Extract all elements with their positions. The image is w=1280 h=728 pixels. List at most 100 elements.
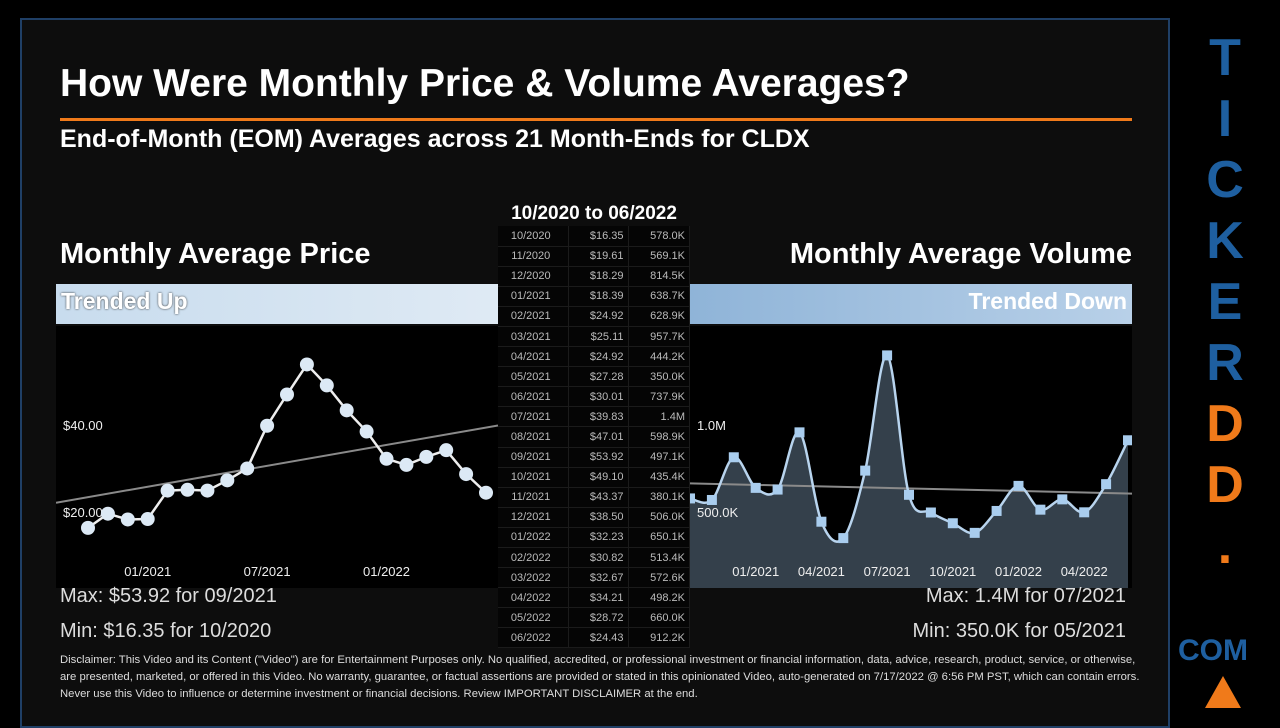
logo-letter: I [1217, 90, 1233, 148]
table-row: 10/2020 $16.35 578.0K [498, 226, 690, 247]
table-row: 10/2021 $49.10 435.4K [498, 467, 690, 488]
data-point [419, 449, 434, 464]
volume-heading: Monthly Average Volume [789, 238, 1132, 270]
cell-volume: 814.5K [628, 266, 690, 287]
cell-volume: 598.9K [628, 426, 690, 448]
table-row: 05/2022 $28.72 660.0K [498, 607, 690, 629]
x-tick-label: 04/2022 [1061, 564, 1108, 579]
data-point [750, 482, 761, 493]
page-subtitle: End-of-Month (EOM) Averages across 21 Mo… [60, 125, 810, 153]
data-point [459, 467, 474, 482]
table-row: 11/2021 $43.37 380.1K [498, 487, 690, 508]
data-point [299, 357, 314, 372]
cell-month: 10/2021 [498, 467, 569, 488]
data-point [120, 512, 135, 527]
table-row: 03/2022 $32.67 572.6K [498, 567, 690, 589]
price-chart: $20.00 $40.00 01/2021 07/2021 01/2022 [56, 326, 498, 588]
cell-volume: 497.1K [628, 447, 690, 468]
cell-volume: 435.4K [628, 467, 690, 488]
title-divider [60, 118, 1132, 121]
y-tick-label: $20.00 [63, 505, 103, 520]
cell-volume: 569.1K [628, 246, 690, 267]
table-row: 08/2021 $47.01 598.9K [498, 426, 690, 448]
cell-month: 11/2021 [498, 487, 569, 508]
data-point [1035, 504, 1046, 515]
cell-month: 06/2022 [498, 627, 569, 649]
volume-trend-label: Trended Down [968, 288, 1127, 314]
cell-month: 05/2021 [498, 366, 569, 388]
cell-month: 03/2022 [498, 567, 569, 589]
data-point [969, 527, 980, 538]
table-row: 01/2022 $32.23 650.1K [498, 527, 690, 549]
volume-min: Min: 350.0K for 05/2021 [912, 620, 1126, 642]
data-point [838, 533, 849, 544]
logo-letter: D [1206, 456, 1244, 514]
volume-max: Max: 1.4M for 07/2021 [925, 585, 1126, 607]
price-trend-label: Trended Up [61, 288, 188, 314]
data-point [100, 506, 115, 521]
cell-price: $16.35 [568, 226, 629, 247]
y-tick-label: 1.0M [697, 418, 726, 433]
cell-volume: 350.0K [628, 366, 690, 388]
series-line [690, 354, 1130, 543]
cell-volume: 957.7K [628, 326, 690, 348]
cell-month: 04/2021 [498, 346, 569, 368]
cell-price: $43.37 [568, 487, 629, 508]
x-tick-label: 01/2021 [124, 564, 171, 579]
data-point [379, 451, 394, 466]
trend-line [56, 424, 498, 504]
x-tick-label: 10/2021 [929, 564, 976, 579]
logo-letter: C [1206, 151, 1244, 209]
x-tick-label: 01/2021 [732, 564, 779, 579]
logo-com: COM [1178, 634, 1248, 667]
table-row: 02/2022 $30.82 513.4K [498, 547, 690, 569]
cell-volume: 628.9K [628, 306, 690, 327]
table-row: 05/2021 $27.28 350.0K [498, 366, 690, 388]
cell-month: 06/2021 [498, 386, 569, 408]
data-point [1013, 480, 1024, 491]
cell-price: $19.61 [568, 246, 629, 267]
page-title: How Were Monthly Price & Volume Averages… [60, 62, 910, 105]
logo-letter: K [1206, 212, 1244, 270]
cell-month: 09/2021 [498, 447, 569, 468]
x-tick-label: 01/2022 [363, 564, 410, 579]
table-row: 09/2021 $53.92 497.1K [498, 447, 690, 468]
cell-month: 03/2021 [498, 326, 569, 348]
cell-volume: 1.4M [628, 406, 690, 428]
data-point [991, 505, 1002, 516]
cell-price: $47.01 [568, 426, 629, 448]
data-point [81, 520, 95, 535]
cell-price: $30.01 [568, 386, 629, 408]
data-point [399, 457, 414, 472]
cell-volume: 638.7K [628, 286, 690, 307]
logo-letter: D [1206, 395, 1244, 453]
cell-volume: 737.9K [628, 386, 690, 408]
logo-letter: E [1207, 273, 1243, 331]
x-tick-label: 07/2021 [864, 564, 911, 579]
table-row: 01/2021 $18.39 638.7K [498, 286, 690, 307]
data-point [339, 403, 354, 418]
price-max: Max: $53.92 for 09/2021 [60, 585, 277, 607]
trend-line [690, 482, 1132, 495]
table-row: 11/2020 $19.61 569.1K [498, 246, 690, 267]
data-point [260, 418, 275, 433]
cell-volume: 380.1K [628, 487, 690, 508]
cell-volume: 498.2K [628, 587, 690, 609]
cell-price: $28.72 [568, 607, 629, 629]
disclaimer: Disclaimer: This Video and its Content (… [60, 654, 1140, 700]
volume-area [690, 355, 1128, 588]
cell-price: $18.29 [568, 266, 629, 287]
x-tick-label: 01/2022 [995, 564, 1042, 579]
data-point [359, 424, 374, 439]
table-row: 12/2021 $38.50 506.0K [498, 507, 690, 528]
cell-month: 04/2022 [498, 587, 569, 609]
cell-volume: 650.1K [628, 527, 690, 549]
cell-price: $27.28 [568, 366, 629, 388]
price-heading: Monthly Average Price [60, 238, 371, 270]
data-point [180, 482, 195, 497]
cell-price: $39.83 [568, 406, 629, 428]
cell-price: $24.43 [568, 627, 629, 649]
cell-price: $49.10 [568, 467, 629, 488]
data-point [860, 465, 871, 476]
logo-letter: R [1206, 334, 1244, 392]
